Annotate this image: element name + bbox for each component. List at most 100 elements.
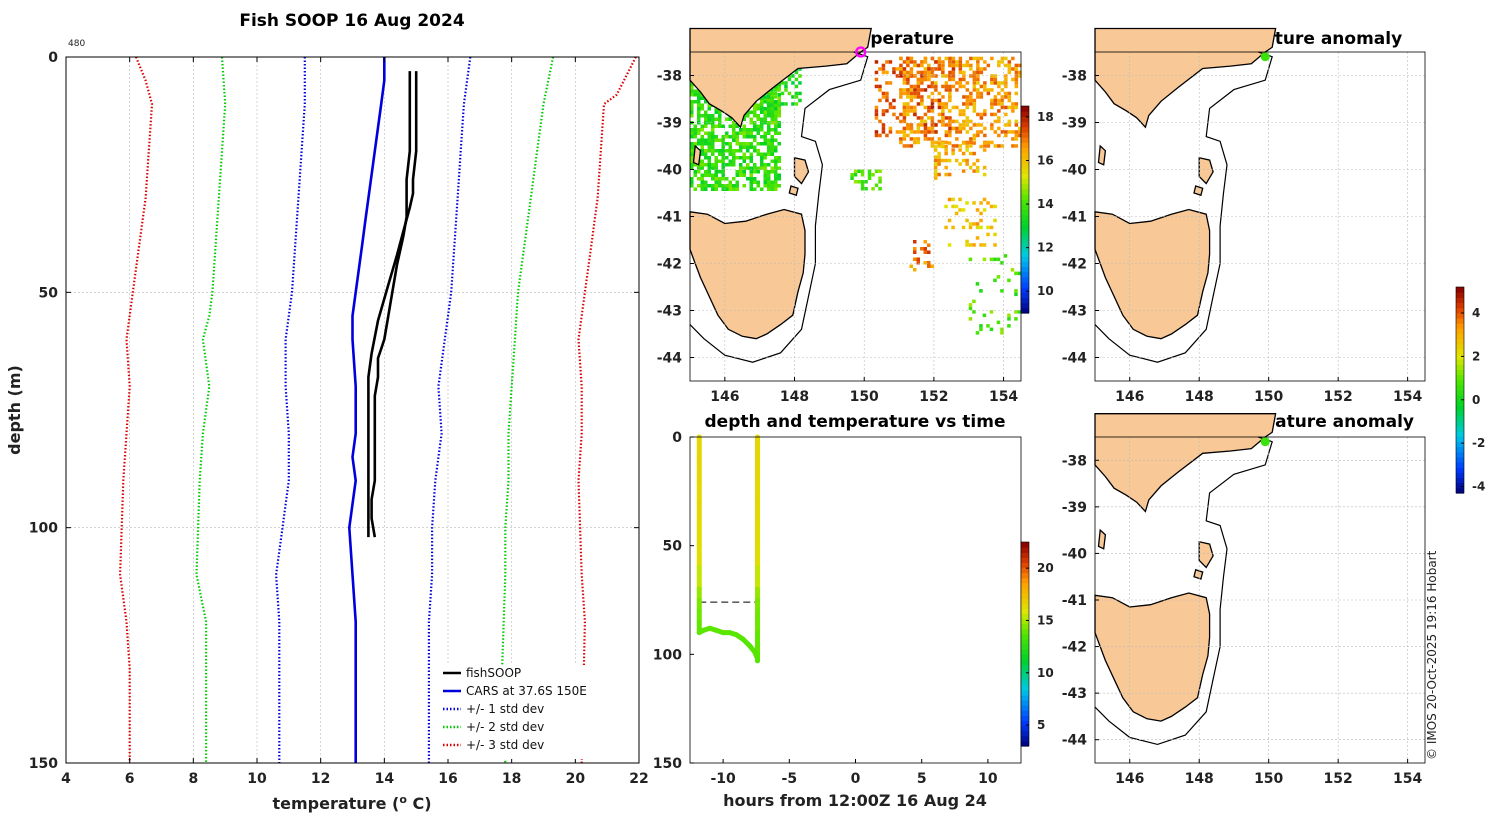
profile-title: Fish SOOP 16 Aug 2024 — [239, 11, 465, 31]
sst-pixel — [1000, 88, 1005, 92]
sst-pixel — [996, 257, 1001, 262]
colorbar-segment — [1456, 307, 1464, 314]
colorbar-segment — [1021, 664, 1029, 671]
sst-pixel — [909, 95, 914, 99]
colorbar-segment — [1021, 199, 1029, 205]
colorbar-segment — [1021, 740, 1029, 747]
sst-pixel — [721, 170, 725, 174]
sst-pixel — [860, 180, 865, 184]
map-xtick-label: 146 — [1115, 771, 1144, 787]
sst-pixel — [693, 173, 697, 177]
sst-pixel — [1000, 81, 1005, 85]
colorbar-tick-label: 10 — [1037, 284, 1054, 298]
sst-pixel — [909, 126, 914, 131]
profile-xtick-label: 12 — [311, 771, 330, 787]
sst-pixel — [944, 81, 949, 85]
land-cape-barren-island — [788, 185, 799, 197]
sst-pixel — [766, 102, 771, 106]
sst-pixel — [997, 116, 1001, 120]
sst-pixel — [732, 159, 736, 163]
sst-pixel — [725, 184, 729, 188]
sst-pixel — [982, 243, 987, 247]
sst-pixel — [906, 133, 910, 138]
sst-pixel — [962, 63, 966, 68]
sst-pixel — [902, 74, 907, 78]
sst-pixel — [707, 170, 711, 174]
sst-pixel — [714, 117, 718, 121]
sst-pixel — [902, 102, 907, 106]
sst-pixel — [746, 145, 750, 149]
sst-pixel — [955, 144, 959, 148]
sst-pixel — [864, 180, 868, 184]
sst-pixel — [1004, 74, 1008, 78]
sst-pixel — [749, 110, 753, 114]
sst-pixel — [979, 327, 983, 332]
colorbar-segment — [1021, 618, 1029, 625]
sst-pixel — [902, 144, 907, 148]
sst-pixel — [916, 116, 921, 120]
sst-pixel — [965, 201, 969, 205]
colorbar-segment — [1021, 562, 1029, 569]
sst-pixel — [878, 88, 882, 92]
sst-pixel — [913, 88, 917, 92]
sst-pixel — [1014, 63, 1019, 68]
sst-pixel — [864, 187, 868, 191]
sst-pixel — [962, 95, 966, 99]
sst-pixel — [753, 138, 757, 142]
sst-pixel — [697, 103, 701, 107]
sst-pixel — [700, 135, 704, 139]
sst-pixel — [906, 95, 910, 99]
sst-pixel — [707, 159, 711, 163]
sst-pixel — [933, 148, 938, 152]
sst-pixel — [989, 257, 994, 262]
sst-pixel — [927, 67, 931, 71]
sst-pixel — [976, 77, 980, 82]
sst-pixel — [693, 170, 697, 174]
sst-pixel — [763, 180, 767, 184]
sst-pixel — [725, 117, 729, 121]
sst-pixel — [944, 144, 948, 149]
sst-pixel — [714, 159, 718, 163]
sst-pixel — [954, 211, 959, 216]
sst-pixel — [711, 138, 715, 142]
sst-pixel — [951, 84, 956, 89]
sst-pixel — [989, 225, 994, 230]
sst-pixel — [773, 88, 778, 92]
sst-pixel — [690, 135, 694, 139]
sst-pixel — [997, 102, 1001, 106]
sst-pixel — [690, 100, 694, 104]
sst-pixel — [721, 177, 725, 181]
sst-pixel — [749, 170, 753, 174]
colorbar-segment — [1021, 162, 1029, 169]
sst-pixel — [690, 145, 694, 149]
sst-pixel — [948, 56, 952, 61]
sst-pixel — [958, 162, 962, 166]
sst-pixel — [1014, 130, 1019, 134]
sst-pixel — [697, 142, 701, 146]
colorbar-segment — [1456, 353, 1464, 360]
shelf-contour — [689, 51, 869, 363]
sst-pixel — [969, 63, 973, 68]
sst-pixel — [933, 165, 938, 170]
sst-pixel — [760, 159, 764, 163]
sst-pixel — [770, 184, 774, 188]
sst-pixel — [955, 60, 959, 64]
sst-pixel — [930, 84, 935, 89]
sst-pixel — [961, 225, 966, 230]
sst-pixel — [941, 95, 945, 99]
sst-pixel — [725, 177, 729, 181]
sst-pixel — [721, 152, 725, 156]
sst-pixel — [916, 84, 921, 89]
sst-pixel — [990, 81, 994, 85]
colorbar-segment — [1021, 587, 1029, 594]
sst-pixel — [707, 156, 711, 160]
sst-pixel — [993, 232, 997, 237]
sst-pixel — [770, 145, 774, 149]
colorbar-segment — [1021, 178, 1029, 185]
sst-pixel — [948, 109, 952, 113]
profile-xtick-label: 14 — [375, 771, 395, 787]
sst-pixel — [913, 74, 917, 78]
sst-pixel — [930, 74, 935, 78]
sst-pixel — [976, 123, 980, 127]
sst-pixel — [739, 166, 743, 170]
